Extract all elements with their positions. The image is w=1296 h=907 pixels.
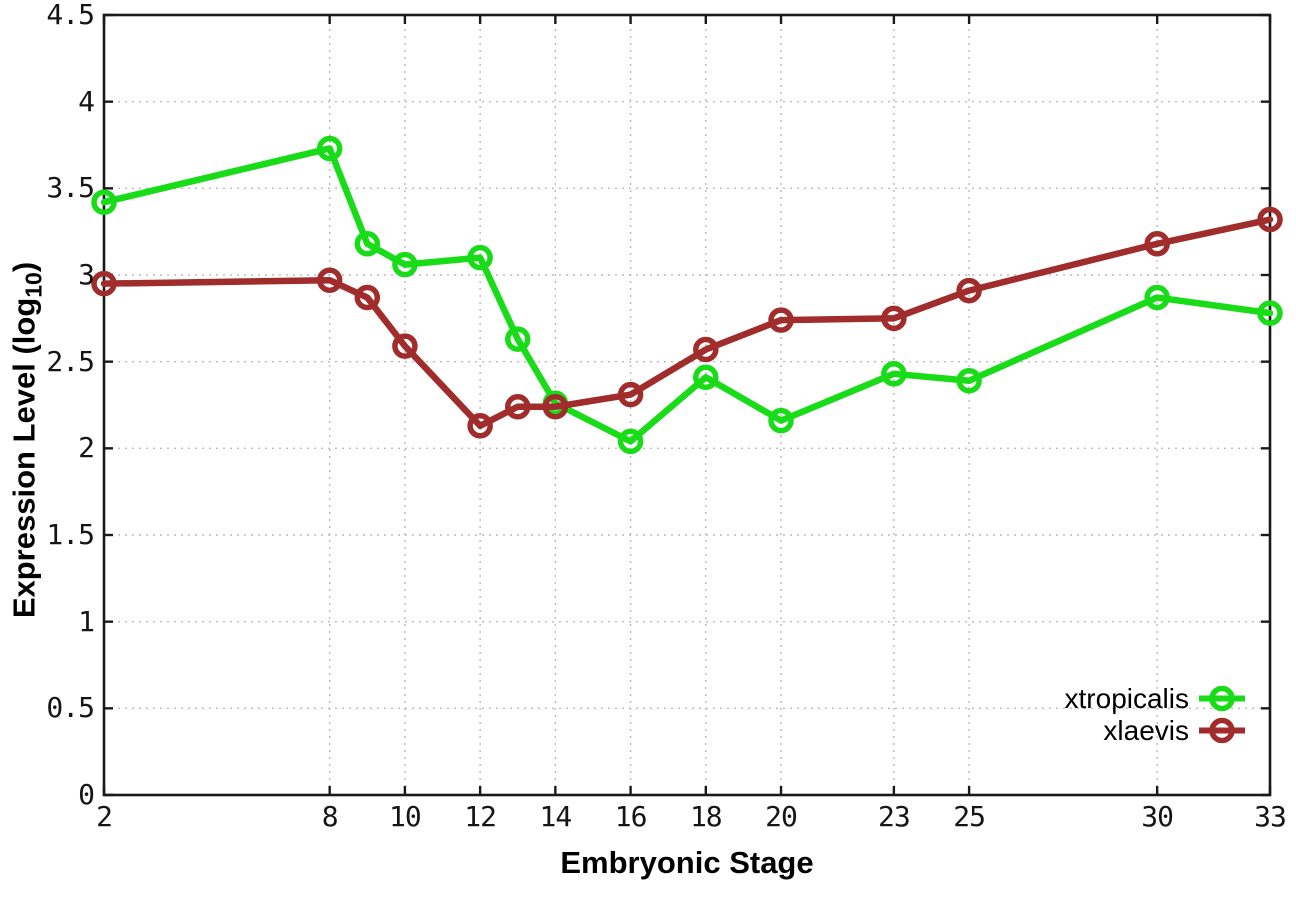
x-tick-label-20: 20 [765, 800, 798, 833]
data-point-xlaevis-stage-25 [956, 277, 982, 304]
data-point-xlaevis-stage-10 [392, 333, 418, 359]
data-point-xtropicalis-stage-12 [467, 244, 493, 271]
y-tick-label-0.5: 0.5 [46, 691, 95, 725]
series-xtropicalis [91, 135, 1283, 455]
legend-label-xlaevis: xlaevis [1103, 715, 1189, 746]
data-point-xtropicalis-stage-23 [881, 361, 907, 387]
x-tick-label-12: 12 [464, 800, 497, 833]
x-tick-label-10: 10 [389, 800, 422, 833]
data-point-xtropicalis-stage-33 [1257, 300, 1283, 326]
data-point-xlaevis-stage-23 [881, 305, 907, 332]
data-point-xlaevis-stage-18 [693, 336, 719, 363]
y-tick-label-1: 1 [78, 604, 95, 638]
data-point-xtropicalis-stage-10 [392, 251, 418, 278]
y-tick-label-3: 3 [78, 257, 95, 291]
legend-item-xlaevis: xlaevis [1103, 715, 1246, 746]
legend-circle-xtropicalis [1209, 685, 1235, 712]
data-point-xlaevis-stage-30 [1144, 231, 1170, 257]
data-point-xlaevis-stage-9 [354, 284, 381, 311]
legend-marker-xlaevis [1199, 717, 1245, 744]
legend-label-xtropicalis: xtropicalis [1064, 683, 1189, 714]
y-tick-label-4: 4 [78, 84, 95, 118]
data-point-xtropicalis-stage-25 [956, 367, 982, 394]
data-point-xtropicalis-stage-8 [316, 135, 343, 162]
x-axis-title: Embryonic Stage [560, 845, 814, 880]
data-point-xlaevis-stage-14 [542, 393, 569, 420]
data-point-xlaevis-stage-2 [91, 270, 117, 297]
legend: xtropicalis xlaevis [1065, 683, 1246, 746]
x-tick-label-33: 33 [1254, 800, 1287, 833]
y-tick-label-2: 2 [78, 431, 95, 465]
data-point-xtropicalis-stage-16 [617, 428, 644, 455]
y-tick-label-4.5: 4.5 [46, 0, 95, 31]
data-point-xtropicalis-stage-13 [504, 326, 531, 352]
plot-border [102, 13, 1272, 797]
x-tick-label-18: 18 [689, 800, 723, 833]
series-xlaevis [91, 206, 1283, 439]
x-tick-label-16: 16 [614, 800, 648, 833]
data-point-xtropicalis-stage-2 [91, 189, 117, 215]
x-tick-label-23: 23 [878, 800, 911, 833]
data-point-xlaevis-stage-16 [617, 381, 644, 408]
data-point-xtropicalis-stage-20 [768, 407, 794, 434]
legend-item-xtropicalis: xtropicalis [1065, 683, 1246, 714]
data-point-xlaevis-stage-13 [504, 393, 531, 420]
data-point-xlaevis-stage-8 [316, 267, 343, 293]
legend-marker-xtropicalis [1199, 685, 1245, 712]
legend-circle-xlaevis [1209, 717, 1235, 744]
series-line-xtropicalis [100, 145, 1274, 445]
x-tick-label-30: 30 [1141, 800, 1174, 833]
y-tick-label-2.5: 2.5 [46, 344, 95, 378]
data-point-xlaevis-stage-12 [467, 413, 493, 439]
data-point-xtropicalis-stage-9 [354, 231, 381, 257]
x-tick-label-8: 8 [321, 800, 339, 833]
data-point-xtropicalis-stage-30 [1144, 284, 1170, 311]
x-tick-label-2: 2 [96, 800, 113, 833]
data-point-xlaevis-stage-33 [1257, 206, 1283, 233]
x-tick-label-14: 14 [539, 800, 572, 833]
x-tick-label-25: 25 [953, 800, 986, 833]
y-tick-label-1.5: 1.5 [46, 517, 95, 551]
data-point-xlaevis-stage-20 [768, 307, 794, 333]
y-tick-label-0: 0 [78, 777, 95, 811]
data-point-xtropicalis-stage-18 [693, 364, 719, 391]
y-tick-label-3.5: 3.5 [46, 171, 95, 205]
